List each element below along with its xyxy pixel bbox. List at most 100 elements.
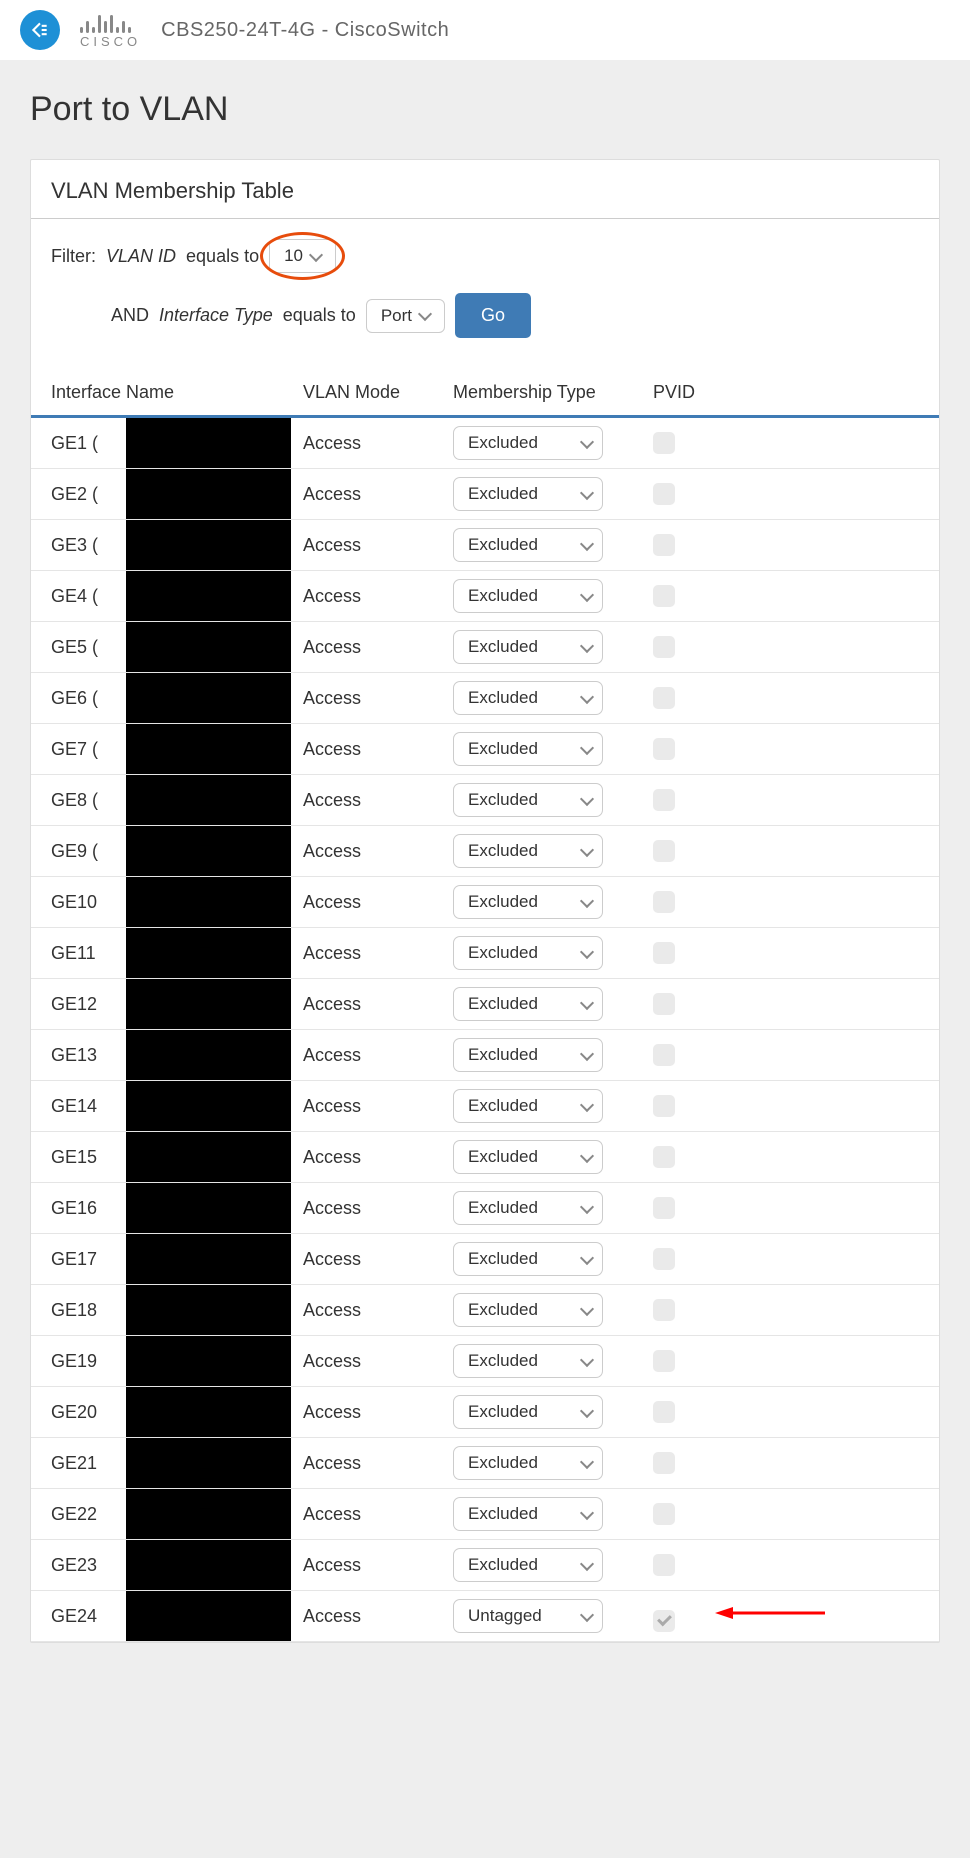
membership-type-dropdown[interactable]: Excluded	[453, 1395, 603, 1429]
membership-type-value: Excluded	[468, 841, 538, 861]
page-header: Port to VLAN	[0, 60, 970, 159]
pvid-checkbox[interactable]	[653, 585, 675, 607]
vlan-id-dropdown[interactable]: 10	[269, 239, 336, 273]
pvid-checkbox[interactable]	[653, 891, 675, 913]
redaction-block	[126, 622, 291, 672]
cell-interface-name: GE15	[31, 1132, 291, 1183]
pvid-checkbox[interactable]	[653, 1146, 675, 1168]
chevron-down-icon	[580, 1148, 594, 1162]
cell-membership-type: Excluded	[441, 1081, 641, 1132]
pvid-checkbox[interactable]	[653, 636, 675, 658]
go-button[interactable]: Go	[455, 293, 531, 338]
cell-membership-type: Excluded	[441, 571, 641, 622]
membership-type-dropdown[interactable]: Excluded	[453, 987, 603, 1021]
pvid-checkbox[interactable]	[653, 1503, 675, 1525]
interface-name-text: GE21	[51, 1453, 97, 1473]
redaction-block	[126, 826, 291, 876]
membership-type-dropdown[interactable]: Excluded	[453, 1497, 603, 1531]
chevron-down-icon	[580, 1097, 594, 1111]
membership-type-dropdown[interactable]: Excluded	[453, 1089, 603, 1123]
pvid-checkbox[interactable]	[653, 687, 675, 709]
membership-type-dropdown[interactable]: Excluded	[453, 1191, 603, 1225]
membership-type-dropdown[interactable]: Excluded	[453, 1344, 603, 1378]
pvid-checkbox[interactable]	[653, 993, 675, 1015]
membership-type-dropdown[interactable]: Excluded	[453, 834, 603, 868]
interface-name-text: GE7 (	[51, 739, 98, 759]
interface-name-text: GE24	[51, 1606, 97, 1626]
cell-pvid	[641, 724, 939, 775]
chevron-down-icon	[580, 893, 594, 907]
pvid-checkbox[interactable]	[653, 534, 675, 556]
membership-type-dropdown[interactable]: Excluded	[453, 732, 603, 766]
membership-type-value: Excluded	[468, 484, 538, 504]
pvid-checkbox[interactable]	[653, 1554, 675, 1576]
pvid-checkbox[interactable]	[653, 1299, 675, 1321]
table-row: GE5 (AccessExcluded	[31, 622, 939, 673]
pvid-checkbox[interactable]	[653, 1610, 675, 1632]
chevron-down-icon	[580, 842, 594, 856]
membership-type-dropdown[interactable]: Excluded	[453, 1140, 603, 1174]
membership-type-dropdown[interactable]: Excluded	[453, 936, 603, 970]
table-row: GE11Access Excluded	[31, 928, 939, 979]
membership-type-value: Excluded	[468, 1402, 538, 1422]
cell-vlan-mode: Access	[291, 928, 441, 979]
membership-type-dropdown[interactable]: Excluded	[453, 783, 603, 817]
menu-button[interactable]	[20, 10, 60, 50]
pvid-checkbox[interactable]	[653, 1452, 675, 1474]
interface-type-dropdown[interactable]: Port	[366, 299, 445, 333]
pvid-checkbox[interactable]	[653, 483, 675, 505]
membership-type-value: Excluded	[468, 1045, 538, 1065]
cell-vlan-mode: Access	[291, 520, 441, 571]
membership-type-dropdown[interactable]: Excluded	[453, 579, 603, 613]
interface-name-text: GE13	[51, 1045, 97, 1065]
cell-membership-type: Excluded	[441, 928, 641, 979]
membership-type-dropdown[interactable]: Excluded	[453, 477, 603, 511]
chevron-down-icon	[580, 485, 594, 499]
membership-type-dropdown[interactable]: Excluded	[453, 1038, 603, 1072]
cell-vlan-mode: Access	[291, 1489, 441, 1540]
interface-name-text: GE12	[51, 994, 97, 1014]
cell-membership-type: Excluded	[441, 1285, 641, 1336]
membership-type-value: Excluded	[468, 1504, 538, 1524]
table-row: GE10AccessExcluded	[31, 877, 939, 928]
filter-label: Filter:	[51, 246, 96, 267]
membership-type-dropdown[interactable]: Excluded	[453, 885, 603, 919]
membership-type-dropdown[interactable]: Untagged	[453, 1599, 603, 1633]
cell-interface-name: GE11	[31, 928, 291, 979]
membership-type-value: Excluded	[468, 1351, 538, 1371]
membership-type-dropdown[interactable]: Excluded	[453, 426, 603, 460]
cell-interface-name: GE21	[31, 1438, 291, 1489]
pvid-checkbox[interactable]	[653, 738, 675, 760]
pvid-checkbox[interactable]	[653, 789, 675, 811]
cell-vlan-mode: Access	[291, 1030, 441, 1081]
pvid-checkbox[interactable]	[653, 1248, 675, 1270]
pvid-checkbox[interactable]	[653, 1401, 675, 1423]
membership-type-value: Excluded	[468, 1555, 538, 1575]
interface-name-text: GE14	[51, 1096, 97, 1116]
redaction-block	[126, 1591, 291, 1641]
interface-name-text: GE18	[51, 1300, 97, 1320]
chevron-down-icon	[580, 1556, 594, 1570]
membership-type-dropdown[interactable]: Excluded	[453, 630, 603, 664]
membership-type-dropdown[interactable]: Excluded	[453, 1446, 603, 1480]
pvid-checkbox[interactable]	[653, 1350, 675, 1372]
pvid-checkbox[interactable]	[653, 432, 675, 454]
membership-type-value: Excluded	[468, 688, 538, 708]
membership-type-dropdown[interactable]: Excluded	[453, 528, 603, 562]
panel-title: VLAN Membership Table	[31, 160, 939, 219]
cell-pvid	[641, 520, 939, 571]
cell-vlan-mode: Access	[291, 1591, 441, 1642]
filter-equals-label-2: equals to	[283, 305, 356, 326]
membership-type-dropdown[interactable]: Excluded	[453, 1293, 603, 1327]
cell-membership-type: Excluded	[441, 1540, 641, 1591]
pvid-checkbox[interactable]	[653, 840, 675, 862]
pvid-checkbox[interactable]	[653, 1044, 675, 1066]
membership-type-dropdown[interactable]: Excluded	[453, 1548, 603, 1582]
pvid-checkbox[interactable]	[653, 1095, 675, 1117]
membership-type-dropdown[interactable]: Excluded	[453, 1242, 603, 1276]
pvid-checkbox[interactable]	[653, 942, 675, 964]
cell-pvid	[641, 1285, 939, 1336]
redaction-block	[126, 1183, 291, 1233]
membership-type-dropdown[interactable]: Excluded	[453, 681, 603, 715]
pvid-checkbox[interactable]	[653, 1197, 675, 1219]
